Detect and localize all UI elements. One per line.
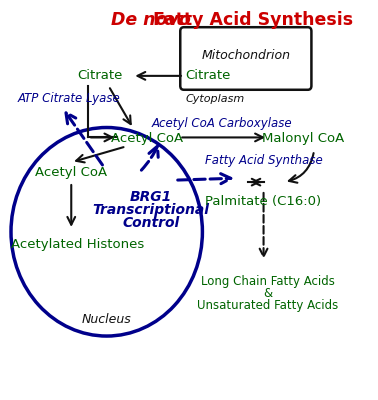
Text: Palmitate (C16:0): Palmitate (C16:0) [206,196,322,208]
Text: Acetylated Histones: Acetylated Histones [11,238,144,251]
Text: Fatty Acid Synthesis: Fatty Acid Synthesis [147,11,353,29]
Ellipse shape [11,128,202,336]
Text: Transcriptional: Transcriptional [93,203,209,217]
Text: BRG1: BRG1 [130,190,172,204]
Text: Long Chain Fatty Acids: Long Chain Fatty Acids [201,275,335,288]
Text: Acetyl CoA Carboxylase: Acetyl CoA Carboxylase [152,117,292,130]
Text: Mitochondrion: Mitochondrion [201,49,290,62]
Text: Acetyl CoA: Acetyl CoA [110,132,183,145]
Text: Fatty Acid Synthase: Fatty Acid Synthase [204,154,322,167]
Text: Cytoplasm: Cytoplasm [185,94,245,104]
Text: Control: Control [122,216,180,230]
Text: Malonyl CoA: Malonyl CoA [262,132,345,145]
Text: Nucleus: Nucleus [82,313,132,326]
Text: De novo: De novo [111,11,191,29]
Text: ATP Citrate Lyase: ATP Citrate Lyase [18,92,121,105]
FancyBboxPatch shape [180,27,311,90]
Text: Citrate: Citrate [186,69,231,82]
Text: &: & [263,287,273,300]
Text: Citrate: Citrate [77,69,122,82]
Text: Acetyl CoA: Acetyl CoA [35,166,107,179]
Text: Unsaturated Fatty Acids: Unsaturated Fatty Acids [197,299,339,312]
